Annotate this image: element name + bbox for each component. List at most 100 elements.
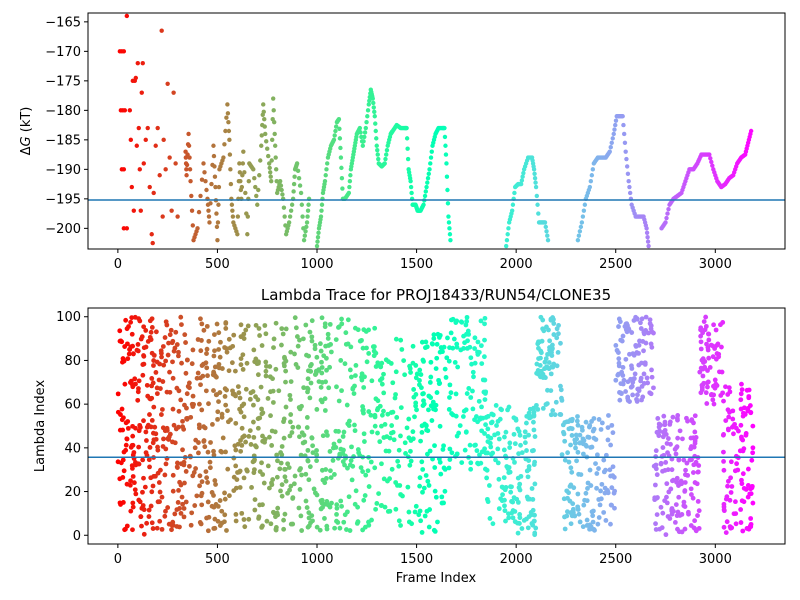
lambda-point <box>345 465 350 471</box>
lambda-point <box>141 507 147 513</box>
lambda-point <box>605 489 611 495</box>
delta-g-y-ticks: −165−170−175−180−185−190−195−200 <box>45 15 88 237</box>
x-tick-label: 1500 <box>400 257 433 272</box>
lambda-point <box>130 433 136 439</box>
lambda-point <box>519 450 525 456</box>
lambda-point <box>681 499 687 505</box>
lambda-point <box>739 498 745 504</box>
delta-g-point <box>332 133 337 138</box>
delta-g-point <box>141 161 146 166</box>
delta-g-point <box>371 100 376 106</box>
lambda-point <box>216 347 222 352</box>
lambda-point <box>181 459 187 465</box>
lambda-point <box>493 403 499 408</box>
lambda-point <box>316 367 322 373</box>
lambda-axes-frame <box>87 307 786 545</box>
lambda-point <box>615 350 621 355</box>
delta-g-point <box>446 214 451 219</box>
lambda-point <box>401 358 407 364</box>
delta-g-point <box>362 130 368 135</box>
lambda-point <box>743 487 749 492</box>
lambda-point <box>703 390 709 396</box>
lambda-point <box>372 423 378 429</box>
lambda-point <box>270 376 275 382</box>
lambda-point <box>161 362 167 368</box>
lambda-point <box>320 433 326 439</box>
delta-g-point <box>297 183 303 188</box>
lambda-point <box>307 464 313 470</box>
lambda-point <box>457 423 463 429</box>
lambda-point <box>425 428 431 434</box>
lambda-point <box>123 442 129 448</box>
lambda-point <box>184 357 190 363</box>
lambda-point <box>205 373 210 379</box>
lambda-point <box>228 417 233 423</box>
lambda-point <box>638 326 644 331</box>
delta-g-point <box>282 214 287 219</box>
lambda-point <box>175 500 181 505</box>
lambda-point <box>432 488 438 494</box>
delta-g-point <box>319 202 325 207</box>
delta-g-point <box>447 226 452 231</box>
delta-g-point <box>374 136 379 141</box>
lambda-point <box>475 419 480 425</box>
lambda-point <box>635 350 641 356</box>
lambda-point <box>252 507 258 513</box>
lambda-point <box>359 371 365 377</box>
delta-g-point <box>536 211 541 216</box>
lambda-point <box>170 472 176 478</box>
lambda-point <box>503 429 509 435</box>
lambda-point <box>392 395 398 401</box>
delta-g-point <box>271 108 276 113</box>
lambda-point <box>162 513 168 519</box>
lambda-point <box>608 521 613 527</box>
lambda-point <box>178 510 184 516</box>
lambda-point <box>405 484 411 490</box>
lambda-point <box>341 429 347 435</box>
lambda-point <box>631 352 637 358</box>
lambda-point <box>282 356 288 361</box>
lambda-point <box>506 515 512 521</box>
lambda-point <box>211 388 216 393</box>
lambda-point <box>676 529 682 535</box>
lambda-point <box>706 331 712 337</box>
lambda-point <box>482 397 488 403</box>
delta-g-point <box>286 220 292 225</box>
lambda-point <box>182 332 188 338</box>
delta-g-point <box>257 173 262 178</box>
lambda-point <box>744 526 750 531</box>
lambda-point <box>704 401 710 406</box>
lambda-point <box>510 515 516 521</box>
lambda-point <box>292 473 298 479</box>
lambda-point <box>117 328 123 334</box>
delta-g-point <box>212 164 217 169</box>
lambda-point <box>459 460 465 466</box>
delta-g-point <box>582 202 588 207</box>
lambda-point <box>281 526 287 532</box>
delta-g-point <box>709 159 714 165</box>
lambda-point <box>216 399 221 404</box>
lambda-point <box>136 444 142 450</box>
lambda-point <box>721 524 727 530</box>
lambda-point <box>709 392 714 397</box>
lambda-point <box>320 477 326 483</box>
lambda-point <box>309 513 315 518</box>
lambda-point <box>482 315 488 321</box>
delta-g-point <box>428 155 434 160</box>
lambda-point <box>287 487 292 493</box>
delta-g-point <box>196 209 202 215</box>
lambda-point <box>279 493 285 499</box>
lambda-point <box>713 356 719 362</box>
lambda-point <box>372 465 378 471</box>
delta-g-point <box>237 170 243 175</box>
delta-g-point <box>644 230 650 235</box>
delta-g-point <box>409 190 414 196</box>
lambda-point <box>661 413 667 419</box>
lambda-point <box>406 509 412 515</box>
lambda-point <box>147 412 152 417</box>
lambda-point <box>224 387 229 393</box>
lambda-point <box>170 439 175 445</box>
lambda-point <box>237 406 242 412</box>
delta-g-point <box>202 170 207 175</box>
